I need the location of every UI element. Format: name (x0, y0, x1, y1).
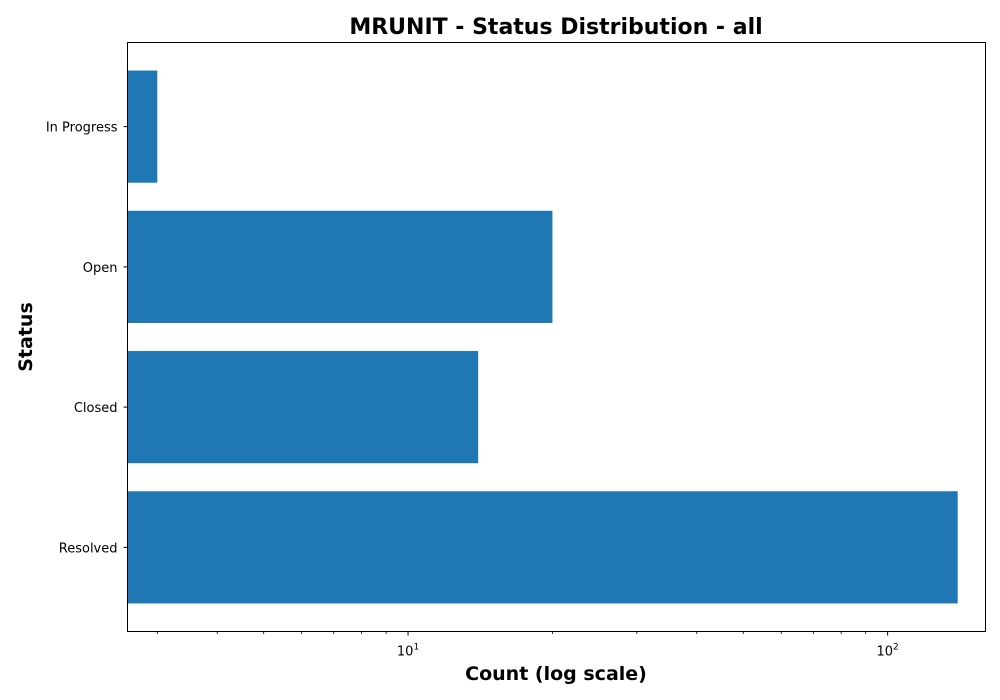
y-tick-label: Resolved (59, 541, 118, 556)
bar-closed (127, 351, 479, 464)
bar-open (127, 210, 553, 323)
chart-title: MRUNIT - Status Distribution - all (349, 15, 762, 40)
x-axis-label: Count (log scale) (465, 663, 647, 685)
bar-in-progress (127, 70, 158, 183)
bars-group (127, 70, 958, 604)
plot-frame (127, 42, 986, 632)
bar-resolved (127, 491, 958, 604)
x-tick-label: 101 (397, 643, 419, 660)
y-tick-label: Closed (74, 401, 118, 416)
x-tick-label: 102 (876, 643, 898, 660)
x-axis-ticks: 101 102 (156, 631, 899, 660)
y-tick-label: Open (83, 261, 118, 276)
y-axis-label: Status (15, 302, 37, 372)
y-tick-label: In Progress (46, 121, 118, 136)
y-axis-ticks: Resolved Closed Open In Progress (46, 121, 128, 556)
